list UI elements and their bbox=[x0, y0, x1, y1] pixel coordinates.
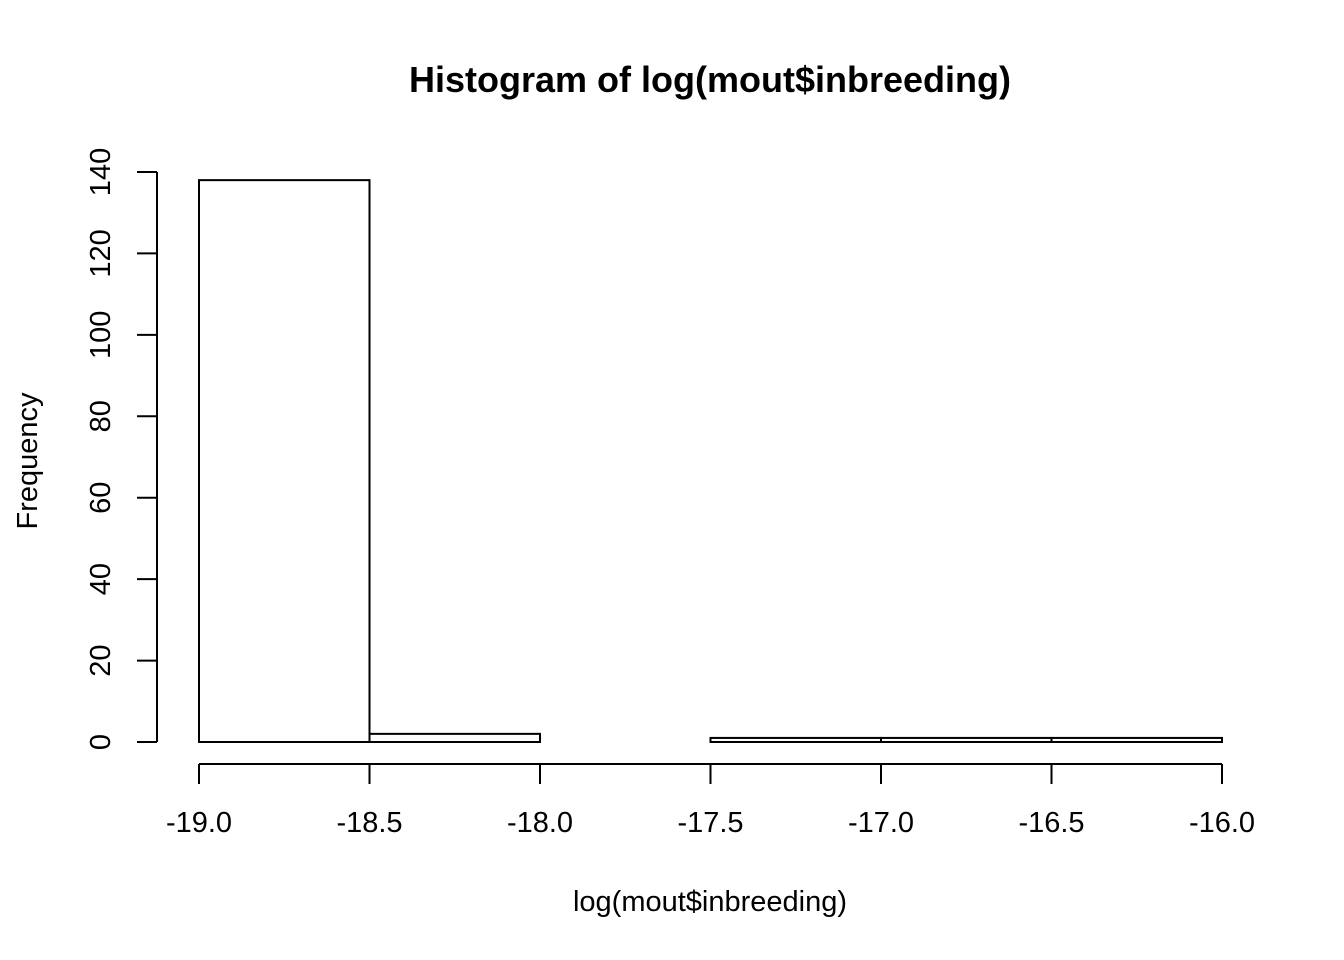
x-tick-label: -17.0 bbox=[848, 807, 914, 839]
x-axis-label: log(mout$inbreeding) bbox=[573, 886, 847, 918]
y-tick-label: 0 bbox=[85, 734, 117, 750]
chart-title: Histogram of log(mout$inbreeding) bbox=[409, 59, 1011, 100]
y-tick-label: 60 bbox=[85, 482, 117, 514]
y-tick-label: 120 bbox=[85, 229, 117, 277]
x-tick-label: -18.0 bbox=[507, 807, 573, 839]
x-tick-label: -17.5 bbox=[677, 807, 743, 839]
x-tick-label: -18.5 bbox=[336, 807, 402, 839]
y-tick-label: 20 bbox=[85, 644, 117, 676]
x-tick-label: -16.0 bbox=[1189, 807, 1255, 839]
histogram-bar-5 bbox=[1050, 736, 1223, 744]
histogram-bar-4 bbox=[880, 736, 1053, 744]
y-axis: 0 20 40 60 80 100 120 140 bbox=[85, 148, 158, 750]
x-tick-label: -16.5 bbox=[1018, 807, 1084, 839]
histogram-bar-3 bbox=[709, 736, 882, 744]
y-tick-label: 80 bbox=[85, 400, 117, 432]
bars-group bbox=[198, 179, 1223, 744]
histogram-bar-1 bbox=[368, 732, 541, 743]
y-axis-label: Frequency bbox=[12, 392, 44, 530]
x-tick-label: -19.0 bbox=[166, 807, 232, 839]
y-tick-label: 100 bbox=[85, 311, 117, 359]
x-axis: -19.0 -18.5 -18.0 -17.5 -17.0 -16.5 -16.0 bbox=[166, 763, 1255, 839]
histogram-bar-0 bbox=[198, 179, 371, 743]
y-tick-label: 40 bbox=[85, 563, 117, 595]
y-tick-label: 140 bbox=[85, 148, 117, 196]
